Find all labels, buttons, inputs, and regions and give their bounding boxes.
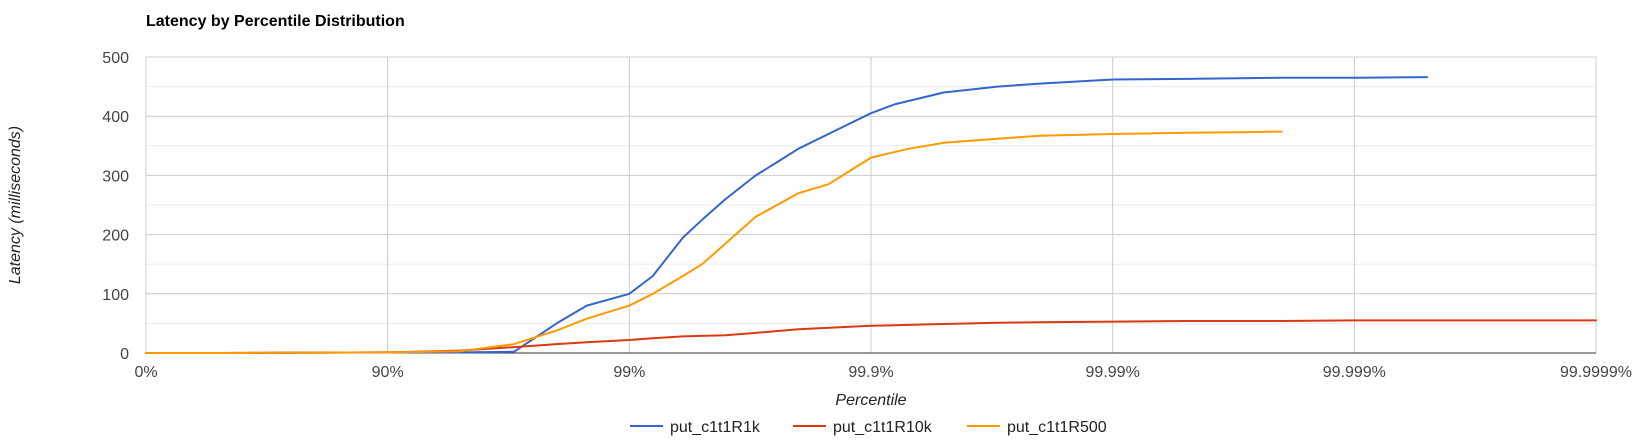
x-axis-ticks: 0% 90% 99% 99.9% 99.99% 99.999% 99.9999% [134,364,1632,381]
x-tick-label: 99.99% [1086,364,1140,381]
x-tick-label: 99% [613,364,645,381]
y-tick-label: 0 [120,346,129,363]
series-lines [145,76,1597,354]
y-tick-label: 500 [102,50,129,67]
legend-label-put-c1t1r500: put_c1t1R500 [1007,419,1107,436]
y-axis-ticks: 0 100 200 300 400 500 [102,50,129,363]
y-tick-label: 400 [102,109,129,126]
y-tick-label: 100 [102,287,129,304]
legend-label-put-c1t1r1k: put_c1t1R1k [670,419,761,436]
series-line-put-c1t1r10k [145,319,1597,354]
series-line-put-c1t1r1k [145,76,1429,354]
legend-label-put-c1t1r10k: put_c1t1R10k [833,419,933,436]
grid-lines [145,56,1597,354]
x-tick-label: 0% [134,364,157,381]
series-line-put-c1t1r500 [145,130,1283,354]
legend: put_c1t1R1k put_c1t1R10k put_c1t1R500 [630,419,1107,436]
x-tick-label: 99.999% [1323,364,1386,381]
y-axis-title: Latency (milliseconds) [7,126,24,284]
x-tick-label: 99.9999% [1560,364,1632,381]
y-tick-label: 300 [102,168,129,185]
chart-title: Latency by Percentile Distribution [146,13,405,30]
x-tick-label: 90% [372,364,404,381]
x-tick-label: 99.9% [848,364,893,381]
x-axis-title: Percentile [835,392,906,409]
y-tick-label: 200 [102,228,129,245]
